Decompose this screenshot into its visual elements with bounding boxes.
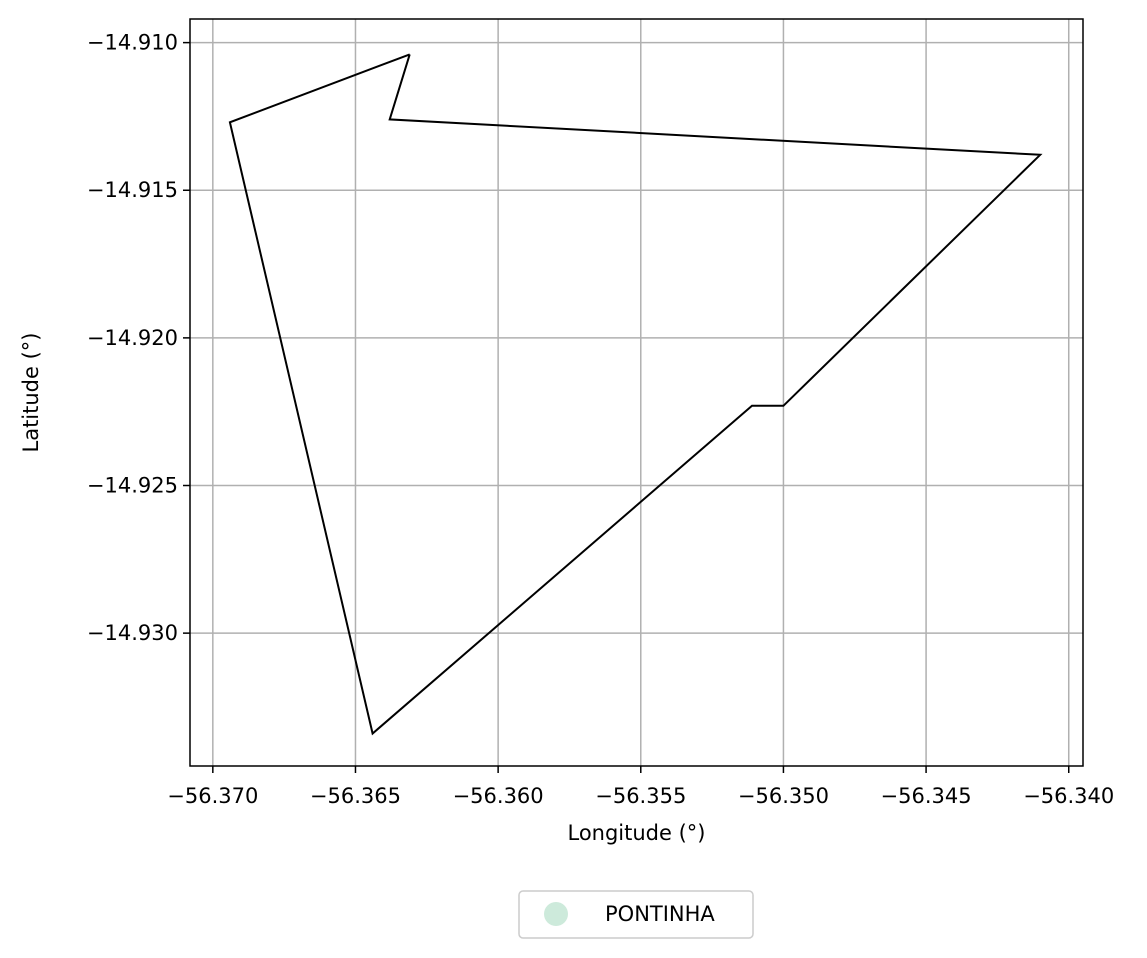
x-tick-label: −56.350 <box>738 784 829 808</box>
y-tick-label: −14.915 <box>87 178 178 202</box>
grid <box>190 19 1083 766</box>
x-tick-label: −56.345 <box>881 784 972 808</box>
legend-label: PONTINHA <box>605 902 715 926</box>
y-tick-label: −14.910 <box>87 31 178 55</box>
axes-frame <box>189 18 1084 767</box>
x-tick-label: −56.360 <box>453 784 544 808</box>
y-tick-label: −14.920 <box>87 326 178 350</box>
series-layer <box>228 53 1043 736</box>
y-tick-label: −14.925 <box>87 474 178 498</box>
legend-marker-icon <box>544 902 568 926</box>
x-axis-label: Longitude (°) <box>567 821 705 845</box>
legend-box <box>518 890 754 939</box>
boundary-line <box>228 53 1043 736</box>
x-tick-label: −56.355 <box>595 784 686 808</box>
x-tick-label: −56.365 <box>310 784 401 808</box>
x-tick-label: −56.370 <box>167 784 258 808</box>
ticks: −56.370 −56.365 −56.360 −56.355 −56.350 −56.3… <box>87 31 1114 808</box>
legend: PONTINHA <box>518 890 754 939</box>
x-tick-label: −56.340 <box>1023 784 1114 808</box>
y-tick-label: −14.930 <box>87 621 178 645</box>
y-axis-label: Latitude (°) <box>19 333 43 453</box>
